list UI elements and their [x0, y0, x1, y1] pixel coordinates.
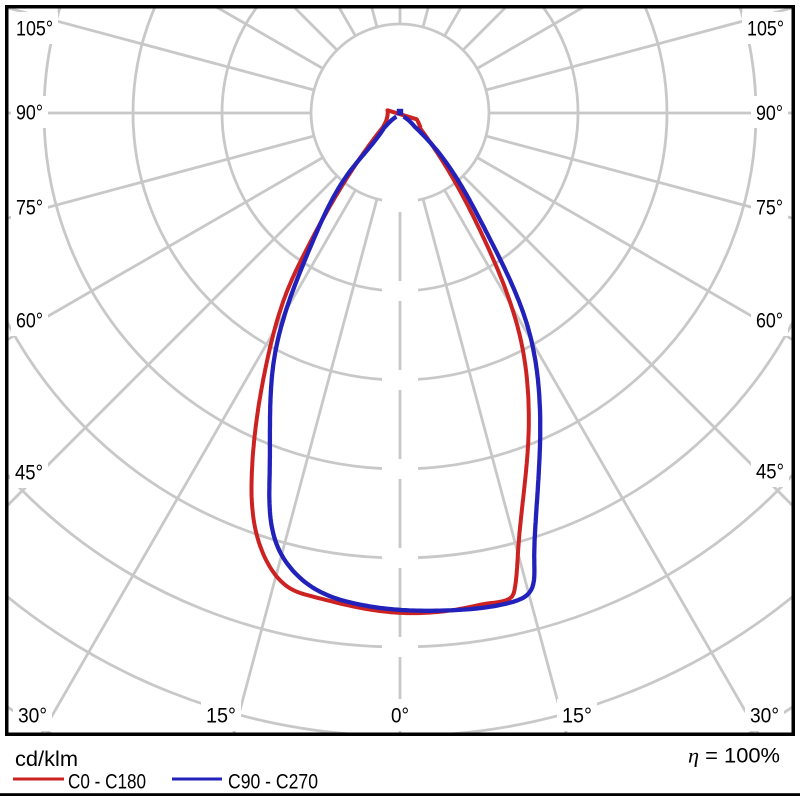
- svg-text:60°: 60°: [756, 310, 783, 333]
- svg-text:0°: 0°: [391, 705, 409, 728]
- svg-text:η = 100%: η = 100%: [688, 744, 780, 768]
- svg-text:90°: 90°: [756, 102, 783, 125]
- svg-text:75°: 75°: [16, 197, 43, 220]
- svg-text:30°: 30°: [750, 705, 779, 728]
- svg-text:45°: 45°: [756, 461, 784, 484]
- svg-text:75°: 75°: [756, 197, 783, 220]
- svg-text:15°: 15°: [206, 705, 236, 728]
- svg-text:105°: 105°: [747, 18, 784, 41]
- svg-text:45°: 45°: [15, 462, 43, 485]
- svg-text:105°: 105°: [16, 18, 53, 41]
- svg-text:C90 - C270: C90 - C270: [228, 771, 318, 794]
- svg-text:cd/klm: cd/klm: [15, 748, 78, 771]
- svg-text:C0 - C180: C0 - C180: [68, 771, 146, 794]
- svg-text:30°: 30°: [18, 705, 47, 728]
- svg-text:15°: 15°: [562, 705, 592, 728]
- svg-text:90°: 90°: [16, 102, 43, 125]
- svg-text:60°: 60°: [16, 310, 43, 333]
